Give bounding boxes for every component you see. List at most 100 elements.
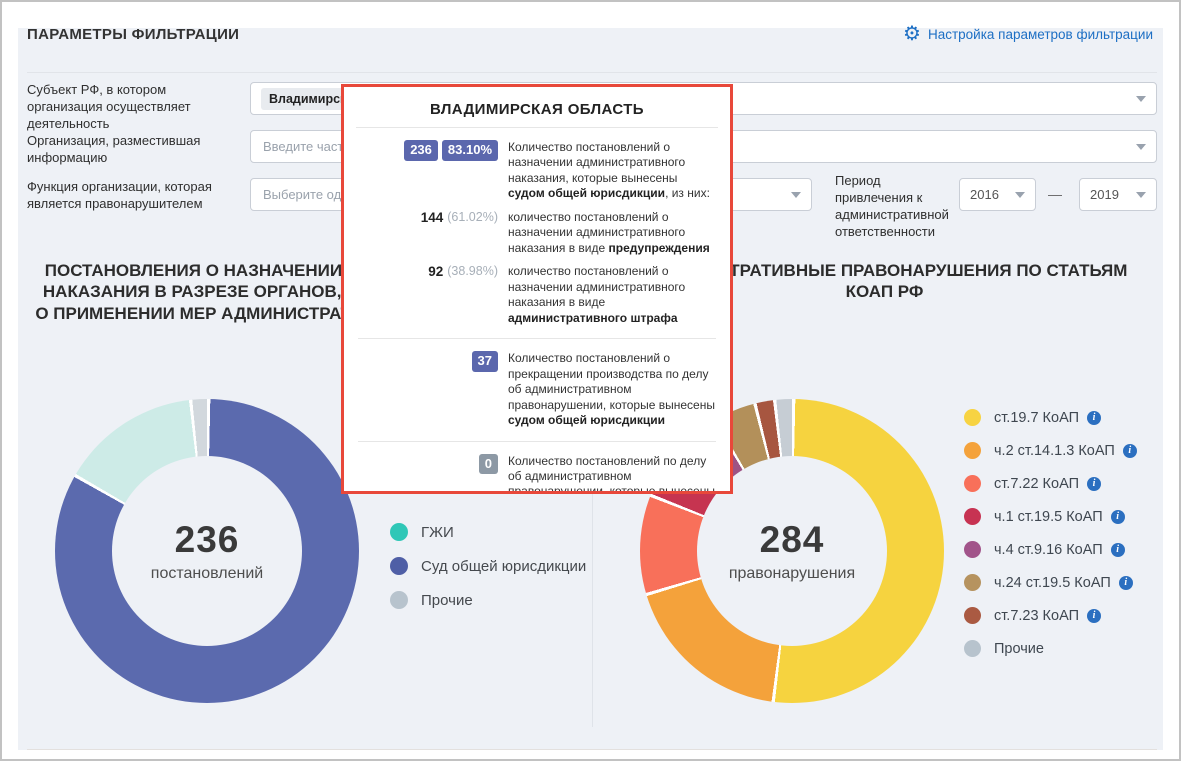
info-icon[interactable]: i [1122,443,1137,458]
legend-label: ч.2 ст.14.1.3 КоАП [994,442,1115,459]
chevron-down-icon[interactable] [1136,95,1146,102]
info-icon[interactable]: i [1110,542,1125,557]
function-label: Функция организации, которая является пр… [27,179,212,211]
info-icon[interactable]: i [1110,509,1125,524]
popup-section-court-decisions: 236 83.10% Количество постановлений о на… [358,128,716,338]
fines-percent: (38.98%) [447,264,498,279]
legend-item-koap-2[interactable]: ст.7.22 КоАП i [964,467,1137,500]
legend-item-gzhi[interactable]: ГЖИ [390,515,586,549]
legend-item-court[interactable]: Суд общей юрисдикции [390,549,586,583]
legend-label: ст.19.7 КоАП [994,409,1080,426]
organization-label: Организация, разместившая информацию [27,133,201,165]
period-to-value: 2019 [1090,187,1119,202]
legend-dot [390,591,408,609]
region-detail-popup: ВЛАДИМИРСКАЯ ОБЛАСТЬ 236 83.10% Количест… [341,84,733,494]
legend-label: Прочие [421,591,473,609]
right-chart-legend: ст.19.7 КоАП i ч.2 ст.14.1.3 КоАП i ст.7.22 … [964,401,1137,665]
legend-item-koap-6[interactable]: ст.7.23 КоАП i [964,599,1137,632]
legend-dot [390,557,408,575]
warnings-percent: (61.02%) [447,209,498,224]
fines-count: 92 [428,264,444,280]
info-icon[interactable]: i [1087,608,1102,623]
popup-main-tail: , из них: [665,186,710,201]
legend-dot [964,640,981,657]
legend-item-koap-1[interactable]: ч.2 ст.14.1.3 КоАП i [964,434,1137,467]
period-from-select[interactable]: 2016 [959,178,1036,211]
subject-label: Субъект РФ, в котором организация осущес… [27,82,191,131]
legend-item-koap-3[interactable]: ч.1 ст.19.5 КоАП i [964,500,1137,533]
right-chart-title-line1: АДМИНИСТРАТИВНЫЕ ПРАВОНАРУШЕНИЯ ПО СТАТЬ… [641,261,1128,280]
popup-warning-text: количество постановлений о назначении ад… [508,209,686,255]
legend-item-other[interactable]: Прочие [390,583,586,617]
percent-badge: 83.10% [441,140,498,161]
charts-divider [592,392,593,727]
legend-dot [964,442,981,459]
legend-dot [964,508,981,525]
bottom-divider [27,749,1157,750]
legend-dot [964,475,981,492]
period-dash: — [1048,186,1062,202]
legend-label: ч.24 ст.19.5 КоАП [994,574,1111,591]
right-chart-title-line2: КОАП РФ [845,282,924,302]
popup-cancelled-text: Количество постановлений по делу об адми… [508,453,715,494]
legend-label: Суд общей юрисдикции [421,557,587,575]
legend-label: ст.7.22 КоАП [994,475,1080,492]
popup-row-warnings: 144 (61.02%) количество постановлений о … [358,206,716,260]
chevron-down-icon[interactable] [1015,191,1025,198]
cancelled-badge: 0 [478,453,498,475]
info-icon[interactable]: i [1118,575,1133,590]
legend-label: ст.7.23 КоАП [994,607,1080,624]
legend-item-koap-5[interactable]: ч.24 ст.19.5 КоАП i [964,566,1137,599]
popup-row-fines: 92 (38.98%) количество постановлений о н… [358,260,716,330]
terminated-badge: 37 [471,351,498,373]
popup-warning-bold: предупреждения [608,240,710,255]
right-chart-title: АДМИНИСТРАТИВНЫЕ ПРАВОНАРУШЕНИЯ ПО СТАТЬ… [612,260,1157,303]
legend-dot [964,409,981,426]
legend-label: ч.4 ст.9.16 КоАП [994,541,1103,558]
popup-main-bold: судом общей юрисдикции [508,186,666,201]
period-from-value: 2016 [970,187,999,202]
info-icon[interactable]: i [1087,476,1102,491]
legend-label: ч.1 ст.19.5 КоАП [994,508,1103,525]
chevron-down-icon[interactable] [1136,191,1146,198]
count-badge: 236 [404,140,438,161]
info-icon[interactable]: i [1087,410,1102,425]
chevron-down-icon[interactable] [791,191,801,198]
period-to-select[interactable]: 2019 [1079,178,1157,211]
decisions-donut-chart[interactable]: 236 постановлений [55,399,359,703]
legend-item-koap-4[interactable]: ч.4 ст.9.16 КоАП i [964,533,1137,566]
page-title: ПАРАМЕТРЫ ФИЛЬТРАЦИИ [27,26,240,43]
decisions-count-label: постановлений [150,565,264,582]
period-label: Период привлечения к административной от… [835,173,949,239]
decisions-donut-center: 236 постановлений [112,456,302,646]
popup-row-main: 236 83.10% Количество постановлений о на… [358,136,716,206]
legend-dot [964,541,981,558]
left-chart-legend: ГЖИ Суд общей юрисдикции Прочие [390,515,586,617]
filter-settings-link[interactable]: ⚙ Настройка параметров фильтрации [903,24,1153,44]
legend-item-koap-0[interactable]: ст.19.7 КоАП i [964,401,1137,434]
decisions-count: 236 [174,519,240,560]
gear-icon: ⚙ [903,23,921,45]
popup-region-title: ВЛАДИМИРСКАЯ ОБЛАСТЬ [430,101,644,118]
violations-count-label: правонарушения [728,565,856,582]
legend-dot [390,523,408,541]
legend-label: Прочие [994,640,1044,657]
header-divider [27,72,1157,73]
filter-settings-label: Настройка параметров фильтрации [927,26,1153,42]
legend-dot [964,574,981,591]
violations-count: 284 [759,519,825,560]
popup-divider [356,127,718,128]
popup-terminated-bold: судом общей юрисдикции [508,413,666,428]
popup-section-cancelled: 0 Количество постановлений по делу об ад… [358,440,716,494]
legend-label: ГЖИ [421,523,454,541]
popup-fine-text: количество постановлений о назначении ад… [508,264,686,310]
legend-dot [964,607,981,624]
popup-main-text: Количество постановлений о назначении ад… [508,140,686,185]
legend-item-other[interactable]: Прочие [964,632,1137,665]
chevron-down-icon[interactable] [1136,143,1146,150]
popup-terminated-text: Количество постановлений о прекращении п… [508,351,715,412]
popup-section-terminated: 37 Количество постановлений о прекращени… [358,338,716,440]
popup-fine-bold: административного штрафа [508,310,678,325]
warnings-count: 144 [420,209,444,225]
